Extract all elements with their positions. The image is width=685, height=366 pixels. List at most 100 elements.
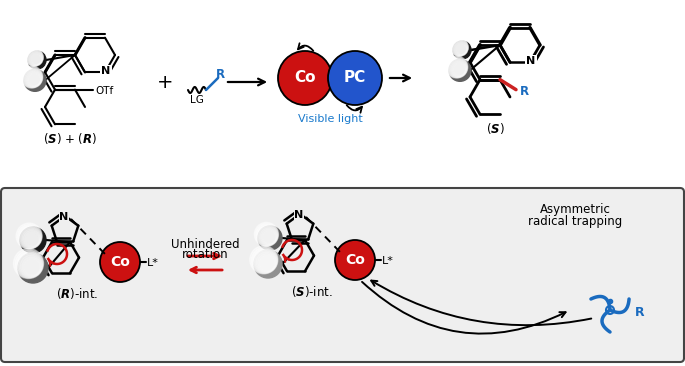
Circle shape <box>15 250 43 278</box>
Text: N: N <box>526 56 536 66</box>
Circle shape <box>29 75 40 85</box>
Circle shape <box>256 224 278 246</box>
Circle shape <box>253 249 277 273</box>
Circle shape <box>254 223 278 246</box>
Text: LG: LG <box>190 95 204 105</box>
Circle shape <box>254 250 282 278</box>
Circle shape <box>18 254 42 277</box>
Circle shape <box>258 227 277 245</box>
Circle shape <box>451 61 466 76</box>
Circle shape <box>449 60 466 77</box>
Circle shape <box>450 38 469 56</box>
Text: Unhindered: Unhindered <box>171 238 239 250</box>
Circle shape <box>26 234 38 246</box>
Text: R: R <box>635 306 645 318</box>
Circle shape <box>27 72 40 86</box>
Circle shape <box>257 225 277 246</box>
Circle shape <box>448 59 467 77</box>
Circle shape <box>20 227 46 253</box>
Circle shape <box>22 229 40 247</box>
Text: ($\bfit{S}$)-int.: ($\bfit{S}$)-int. <box>291 284 333 299</box>
Text: N: N <box>60 212 68 222</box>
Circle shape <box>21 66 42 88</box>
Circle shape <box>452 40 468 56</box>
Circle shape <box>25 70 42 87</box>
Circle shape <box>251 247 277 273</box>
Circle shape <box>19 226 41 248</box>
Circle shape <box>446 56 468 78</box>
Circle shape <box>27 51 42 66</box>
Text: Asymmetric: Asymmetric <box>540 203 610 217</box>
Circle shape <box>21 255 41 276</box>
Circle shape <box>328 51 382 105</box>
Circle shape <box>28 74 40 86</box>
Circle shape <box>18 253 48 283</box>
Text: Visible light: Visible light <box>297 114 362 124</box>
Circle shape <box>261 257 274 270</box>
Circle shape <box>25 48 43 66</box>
Text: L*: L* <box>382 256 394 266</box>
Circle shape <box>449 59 471 81</box>
Circle shape <box>23 259 40 275</box>
Circle shape <box>456 44 466 54</box>
Circle shape <box>453 41 471 59</box>
Circle shape <box>18 225 42 249</box>
Circle shape <box>453 41 467 55</box>
Circle shape <box>458 45 466 54</box>
Circle shape <box>258 226 282 250</box>
Text: rotation: rotation <box>182 249 228 261</box>
Circle shape <box>28 51 46 69</box>
Text: Co: Co <box>110 255 130 269</box>
Circle shape <box>278 51 332 105</box>
Circle shape <box>14 249 44 279</box>
Text: N: N <box>101 66 110 76</box>
Circle shape <box>453 63 465 75</box>
Circle shape <box>26 49 43 66</box>
Circle shape <box>23 68 42 87</box>
Circle shape <box>100 242 140 282</box>
Circle shape <box>32 55 41 64</box>
Circle shape <box>447 57 467 78</box>
Circle shape <box>30 53 42 65</box>
Text: R: R <box>216 67 225 81</box>
Circle shape <box>16 223 42 249</box>
Circle shape <box>22 67 42 87</box>
Circle shape <box>23 231 40 247</box>
Text: ($\bfit{S}$) + ($\bfit{R}$): ($\bfit{S}$) + ($\bfit{R}$) <box>43 131 97 146</box>
Circle shape <box>335 240 375 280</box>
Text: radical trapping: radical trapping <box>528 214 622 228</box>
Circle shape <box>24 69 46 92</box>
Circle shape <box>454 65 465 75</box>
Text: R: R <box>519 85 529 98</box>
Text: N: N <box>295 210 303 220</box>
Circle shape <box>17 252 42 277</box>
Circle shape <box>22 257 40 276</box>
Circle shape <box>25 71 41 86</box>
Circle shape <box>32 55 41 64</box>
Circle shape <box>261 229 276 244</box>
Text: ($\bfit{R}$)-int.: ($\bfit{R}$)-int. <box>56 286 98 301</box>
Circle shape <box>28 51 42 65</box>
Circle shape <box>454 42 467 55</box>
Circle shape <box>260 228 277 244</box>
Text: PC: PC <box>344 71 366 86</box>
Text: Co: Co <box>345 253 365 267</box>
Circle shape <box>25 232 39 246</box>
Circle shape <box>21 228 40 248</box>
Circle shape <box>29 52 42 65</box>
Text: ($\bfit{S}$): ($\bfit{S}$) <box>486 122 504 137</box>
Text: +: + <box>157 72 173 92</box>
Circle shape <box>258 254 275 271</box>
Text: Co: Co <box>295 71 316 86</box>
Circle shape <box>264 232 275 243</box>
Circle shape <box>25 260 40 274</box>
Text: L*: L* <box>147 258 159 268</box>
Circle shape <box>451 39 468 56</box>
Circle shape <box>256 252 275 272</box>
Circle shape <box>452 62 466 76</box>
Circle shape <box>259 255 275 270</box>
Circle shape <box>255 250 276 272</box>
Circle shape <box>250 246 278 274</box>
Text: OTf: OTf <box>95 86 113 96</box>
Circle shape <box>456 43 466 55</box>
